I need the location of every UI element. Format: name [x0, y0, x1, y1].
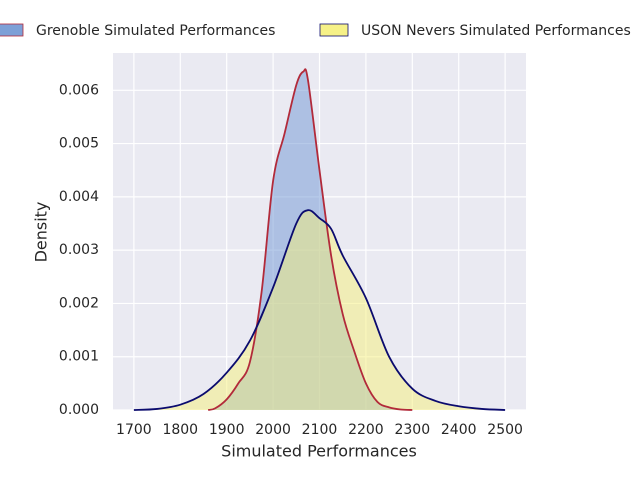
legend-swatch [0, 23, 24, 37]
x-tick-label: 2200 [348, 422, 384, 438]
x-tick-label: 2100 [302, 422, 338, 438]
y-tick-label: 0.000 [59, 402, 99, 418]
density-line [133, 209, 506, 411]
y-axis-label: Density [32, 202, 51, 263]
x-tick-label: 2000 [255, 422, 291, 438]
x-tick-label: 1900 [209, 422, 245, 438]
x-tick-label: 2400 [441, 422, 477, 438]
legend-swatch [319, 23, 349, 37]
density-area [133, 210, 506, 410]
y-tick-label: 0.005 [59, 136, 99, 152]
legend-label: USON Nevers Simulated Performances [361, 23, 631, 39]
x-axis-label: Simulated Performances [221, 442, 417, 461]
x-tick-label: 1700 [116, 422, 152, 438]
y-tick-label: 0.006 [59, 82, 99, 98]
y-tick-label: 0.004 [59, 189, 99, 205]
x-tick-label: 2300 [394, 422, 430, 438]
x-tick-label: 2500 [487, 422, 523, 438]
marks [133, 68, 506, 411]
y-tick-label: 0.001 [59, 349, 99, 365]
legend-label: Grenoble Simulated Performances [36, 23, 275, 39]
x-tick-label: 1800 [162, 422, 198, 438]
y-tick-label: 0.002 [59, 295, 99, 311]
density-line [207, 68, 413, 411]
y-tick-label: 0.003 [59, 242, 99, 258]
